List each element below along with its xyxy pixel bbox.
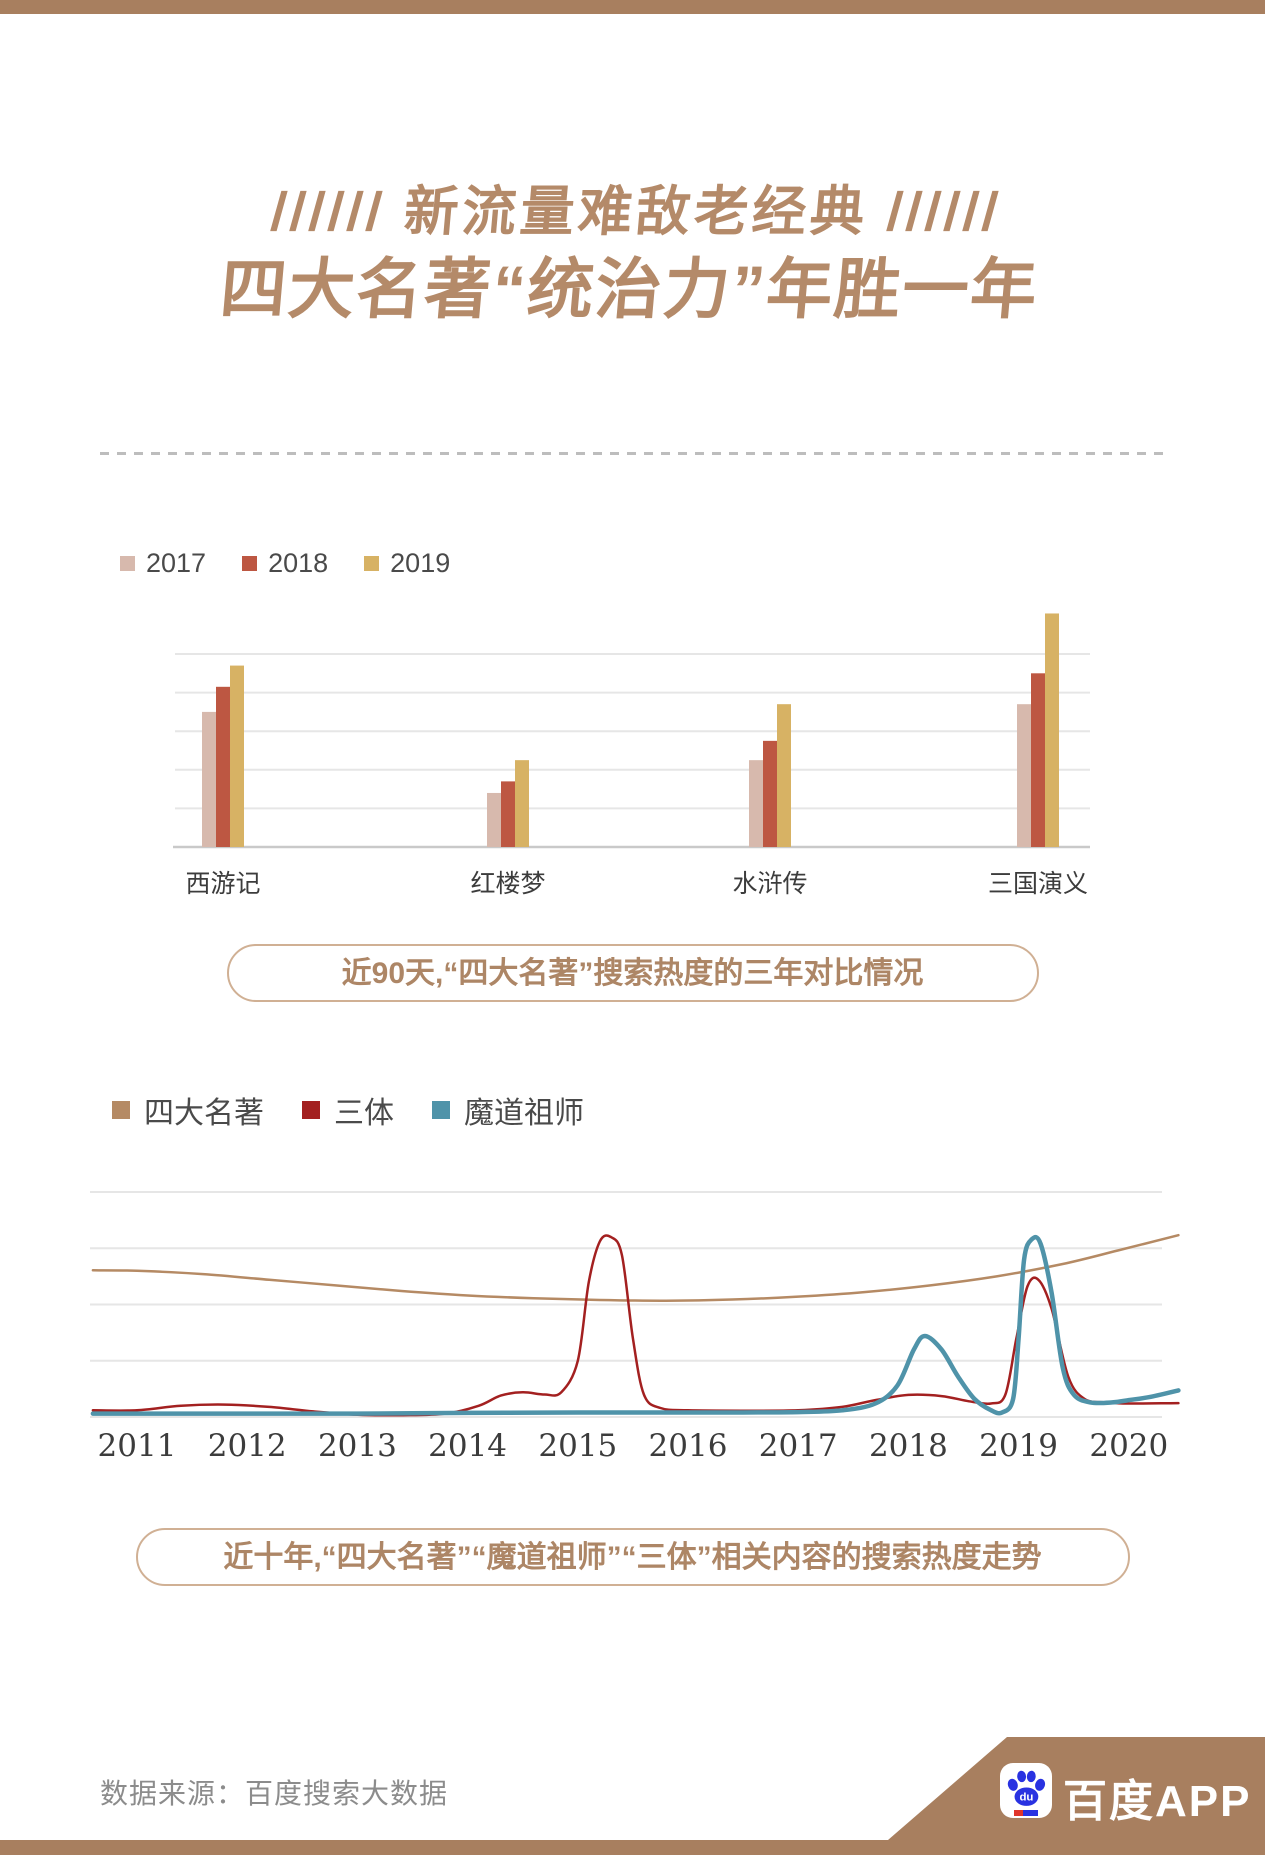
bar-legend-swatch-2: [364, 556, 380, 571]
year-label: 2013: [318, 1428, 397, 1464]
year-label: 2011: [98, 1428, 177, 1464]
bar-legend-label-2: 2019: [390, 548, 451, 578]
bar-2019-cat3: [1045, 613, 1059, 847]
bar-chart-legend: 2017 2018 2019: [120, 548, 450, 579]
bar-2018-cat0: [216, 686, 230, 847]
year-label: 2018: [869, 1428, 948, 1464]
line-chart-legend: 四大名著 三体 魔道祖师: [112, 1088, 584, 1132]
footer-polygon: [0, 1737, 1265, 1855]
bar-legend-swatch-0: [120, 556, 135, 571]
year-label: 2015: [538, 1428, 617, 1464]
line-legend-label-1: 三体: [334, 1097, 394, 1130]
year-label: 2017: [759, 1428, 838, 1464]
year-label: 2019: [979, 1428, 1058, 1464]
dashed-divider: [100, 452, 1165, 455]
line-legend-label-2: 魔道祖师: [464, 1097, 584, 1130]
line-legend-swatch-0: [112, 1101, 130, 1119]
bar-legend-label-0: 2017: [146, 548, 207, 578]
category-label: 红楼梦: [470, 869, 545, 898]
bar-2019-cat1: [515, 760, 529, 847]
year-label: 2012: [208, 1428, 287, 1464]
bar-2019-cat0: [230, 665, 244, 847]
page-title: ////// 新流量难敌老经典 ////// 四大名著“统治力”年胜一年: [0, 182, 1265, 328]
line-chart: 2011 2012 2013 2014 2015 2016 2017 2018 2019 2020: [90, 1191, 1181, 1464]
footer-brown-shape: [0, 1737, 1265, 1855]
line-chart-caption: 近十年,“四大名著”“魔道祖师”“三体”相关内容的搜索热度走势: [135, 1528, 1130, 1586]
bar-2018-cat3: [1031, 673, 1045, 847]
bar-2017-cat0: [202, 711, 216, 847]
bar-2017-cat1: [487, 792, 501, 847]
bar-2019-cat2: [777, 704, 791, 847]
paw-monogram: du: [1019, 1792, 1033, 1804]
title-line-2: 四大名著“统治力”年胜一年: [217, 252, 1042, 327]
line-legend-swatch-2: [432, 1101, 450, 1119]
bar-legend-item-0: 2017: [120, 548, 206, 579]
category-label: 水浒传: [732, 869, 807, 898]
bar-legend-item-1: 2018: [242, 548, 328, 579]
series-line-0: [91, 1233, 1180, 1302]
year-label: 2016: [649, 1428, 728, 1464]
title-line-1: ////// 新流量难敌老经典 //////: [268, 182, 1004, 242]
line-legend-item-1: 三体: [302, 1088, 394, 1132]
logo-blue-tab-icon: [1023, 1810, 1038, 1816]
bar-legend-swatch-1: [242, 556, 258, 571]
bar-legend-item-2: 2019: [364, 548, 450, 579]
bar-2017-cat3: [1017, 704, 1031, 847]
bar-2017-cat2: [749, 760, 763, 847]
logo-red-tab-icon: [1014, 1810, 1023, 1816]
category-label: 西游记: [185, 869, 260, 898]
category-label: 三国演义: [988, 869, 1088, 898]
data-source-text: 数据来源：百度搜索大数据: [100, 1778, 449, 1809]
line-legend-item-2: 魔道祖师: [432, 1088, 584, 1132]
year-label: 2020: [1089, 1428, 1168, 1464]
baidu-paw-icon: du: [1007, 1770, 1046, 1806]
series-line-2: [90, 1234, 1181, 1416]
line-legend-item-0: 四大名著: [112, 1088, 264, 1132]
line-legend-label-0: 四大名著: [144, 1097, 264, 1130]
top-accent-bar: [0, 0, 1265, 14]
bar-legend-label-1: 2018: [268, 548, 329, 578]
year-label: 2014: [428, 1428, 507, 1464]
baidu-app-wordmark: 百度APP: [1063, 1777, 1252, 1826]
baidu-app-logo: du: [1000, 1763, 1052, 1818]
bar-chart-caption: 近90天,“四大名著”搜索热度的三年对比情况: [226, 944, 1039, 1002]
bar-2018-cat1: [501, 781, 515, 847]
line-legend-swatch-1: [302, 1101, 320, 1119]
bar-2018-cat2: [763, 740, 777, 847]
bar-chart: 西游记 红楼梦 水浒传 三国演义: [173, 613, 1090, 898]
